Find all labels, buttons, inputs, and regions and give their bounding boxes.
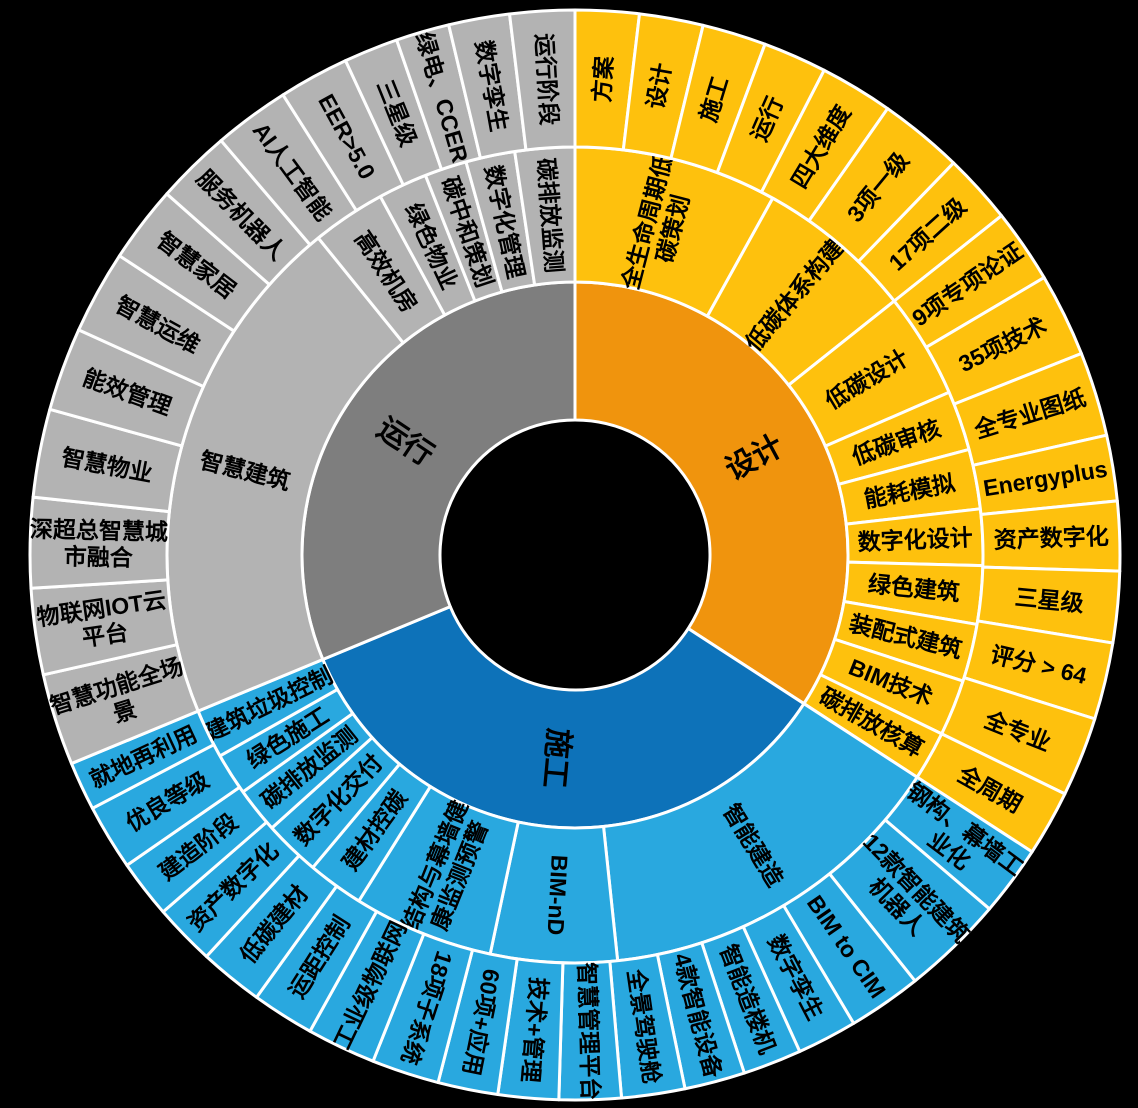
inner-segment-construction-label: 施工 (537, 727, 575, 790)
outer-segment-23-label: 智慧管理平台 (574, 962, 604, 1101)
outer-segment-47 (508, 8, 577, 152)
middle-segment-11-label: BIM-nD (543, 854, 573, 936)
outer-segment-0-label: 方案 (589, 55, 618, 103)
outer-segment-36-label: 深超总智慧城市融合 (29, 516, 168, 572)
outer-segment-11-label: 资产数字化 (993, 523, 1109, 553)
middle-segment-5-label: 数字化设计 (857, 524, 973, 555)
outer-segment-47-label: 运行阶段 (531, 33, 562, 126)
